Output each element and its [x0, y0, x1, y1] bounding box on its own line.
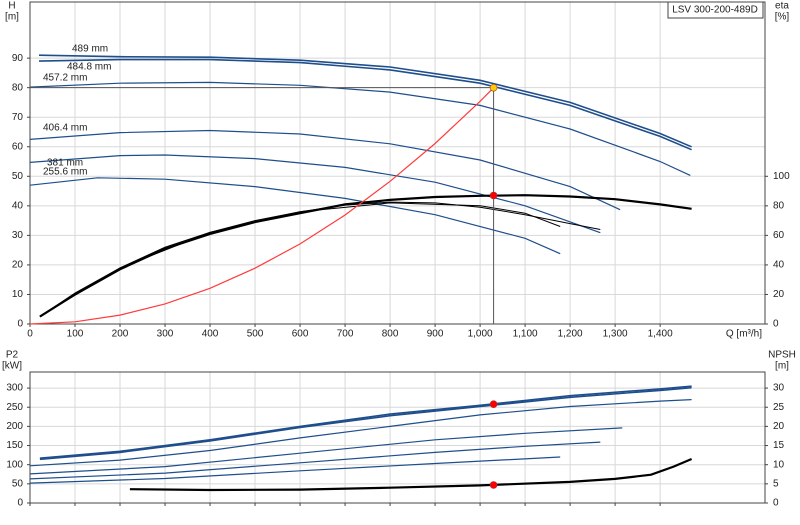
- x-axis-label: Q [m³/h]: [726, 329, 762, 340]
- y-tick-label: 10: [12, 289, 24, 300]
- y-tick-label: 40: [12, 200, 24, 211]
- curve: [29, 87, 495, 325]
- curve: [29, 177, 561, 255]
- y-tick-label: 100: [6, 459, 23, 470]
- curve: [38, 58, 692, 151]
- curve: [29, 427, 623, 475]
- x-tick-label: 700: [337, 329, 354, 340]
- curve-label: 489 mm: [72, 44, 108, 55]
- y-tick-label: 200: [6, 421, 23, 432]
- y2-tick-label: 5: [773, 478, 779, 489]
- x-tick-label: 1,200: [558, 329, 583, 340]
- y-tick-label: 0: [17, 498, 23, 509]
- curve: [29, 399, 692, 467]
- x-tick-label: 800: [382, 329, 399, 340]
- duty-point: [489, 191, 498, 200]
- y-tick-label: 150: [6, 440, 23, 451]
- x-tick-label: 400: [202, 329, 219, 340]
- curve: [39, 386, 692, 461]
- x-tick-label: 500: [247, 329, 264, 340]
- curve: [29, 456, 561, 484]
- y2-tick-label: 0: [773, 319, 779, 330]
- curve: [39, 202, 561, 318]
- x-tick-label: 1,100: [513, 329, 538, 340]
- curve-label: 381 mm: [47, 158, 83, 169]
- curve-label: 457.2 mm: [43, 73, 87, 84]
- curve: [29, 129, 621, 211]
- y-tick-label: 70: [12, 112, 24, 123]
- y-tick-label: 250: [6, 402, 23, 413]
- plot-frame: [29, 371, 766, 504]
- x-tick-label: 600: [292, 329, 309, 340]
- curve: [29, 441, 601, 480]
- y-axis-unit: [m]: [5, 12, 19, 23]
- y-tick-label: 50: [12, 171, 24, 182]
- curve-label: 406.4 mm: [43, 123, 87, 134]
- curve: [39, 385, 692, 459]
- y-tick-label: 300: [6, 383, 23, 394]
- y-axis-unit: [kW]: [2, 361, 22, 372]
- x-tick-label: 100: [67, 329, 84, 340]
- y2-tick-label: 100: [773, 171, 790, 182]
- x-tick-label: 1,000: [468, 329, 493, 340]
- y2-tick-label: 0: [773, 498, 779, 509]
- x-tick-label: 1,300: [603, 329, 628, 340]
- duty-point: [489, 481, 498, 489]
- y-axis-label: P2: [6, 350, 19, 361]
- y2-tick-label: 80: [773, 200, 785, 211]
- x-tick-label: 0: [27, 329, 33, 340]
- y2-tick-label: 15: [773, 440, 785, 451]
- y2-axis-unit: [%]: [775, 12, 790, 23]
- y-tick-label: 20: [12, 260, 24, 271]
- y-tick-label: 60: [12, 141, 24, 152]
- y-tick-label: 90: [12, 53, 24, 64]
- title-box: [667, 1, 764, 19]
- y2-tick-label: 30: [773, 383, 785, 394]
- y2-tick-label: 40: [773, 260, 785, 271]
- y-tick-label: 50: [12, 478, 24, 489]
- x-tick-label: 200: [112, 329, 129, 340]
- curve: [38, 54, 692, 148]
- y2-tick-label: 10: [773, 459, 785, 470]
- curve: [29, 81, 691, 176]
- curve-label: 484.8 mm: [67, 62, 111, 73]
- y2-tick-label: 25: [773, 402, 785, 413]
- chart-title: LSV 300-200-489D: [672, 5, 758, 16]
- y2-tick-label: 20: [773, 289, 785, 300]
- x-tick-label: 900: [427, 329, 444, 340]
- plot-frame: [29, 1, 766, 325]
- curve: [29, 154, 601, 234]
- x-tick-label: 300: [157, 329, 174, 340]
- duty-point: [489, 83, 498, 92]
- y2-axis-unit: [m]: [775, 361, 789, 372]
- curve: [129, 457, 693, 492]
- y-tick-label: 30: [12, 230, 24, 241]
- y2-tick-label: 20: [773, 421, 785, 432]
- y2-axis-label: NPSH: [768, 350, 796, 361]
- y2-axis-label: eta: [775, 1, 789, 12]
- curve: [39, 194, 692, 318]
- y-axis-label: H: [8, 1, 15, 12]
- y2-tick-label: 60: [773, 230, 785, 241]
- y-tick-label: 80: [12, 82, 24, 93]
- x-tick-label: 1,400: [648, 329, 673, 340]
- y-tick-label: 0: [17, 319, 23, 330]
- duty-point: [489, 400, 498, 408]
- curve: [39, 201, 601, 318]
- curve-label: 255.6 mm: [43, 167, 87, 178]
